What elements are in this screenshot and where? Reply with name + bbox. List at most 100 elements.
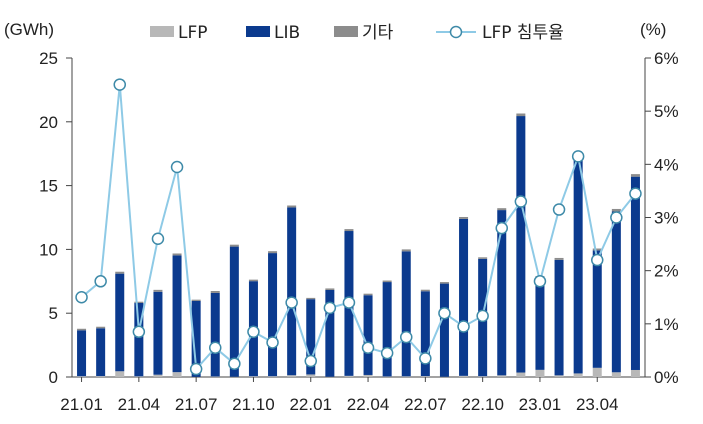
bar-segment-lib xyxy=(115,273,125,372)
bar-segment-other xyxy=(229,244,239,247)
left-tick-label: 10 xyxy=(39,240,58,259)
bar-segment-lfp xyxy=(172,372,182,377)
bar-segment-other xyxy=(439,282,449,284)
bar-segment-lfp xyxy=(554,375,564,377)
penetration-point xyxy=(591,253,604,267)
bar-segment-other xyxy=(172,253,182,256)
left-tick-label: 15 xyxy=(39,177,58,196)
bar-segment-lfp xyxy=(115,371,125,377)
bar-segment-other xyxy=(363,293,373,296)
penetration-point xyxy=(495,221,508,235)
bar-segment-other xyxy=(191,299,201,301)
bar-segment-lib xyxy=(287,207,297,376)
bar-segment-lfp xyxy=(592,367,602,377)
penetration-point xyxy=(419,352,432,365)
penetration-point xyxy=(400,330,413,344)
penetration-point xyxy=(304,354,317,368)
penetration-point xyxy=(266,336,279,349)
bar-segment-other xyxy=(592,248,602,251)
bar-segment-other xyxy=(554,257,564,260)
penetration-point xyxy=(151,232,165,246)
right-tick-label: 3% xyxy=(654,209,679,228)
right-tick-label: 6% xyxy=(654,49,679,68)
bar-segment-other xyxy=(134,301,144,303)
bar-segment-lib xyxy=(459,218,469,376)
x-tick-label: 22.04 xyxy=(347,395,390,414)
bar-segment-lfp xyxy=(420,376,430,377)
bar-segment-other xyxy=(611,208,621,212)
bar-segment-other xyxy=(96,326,106,329)
legend-swatch-lfp xyxy=(150,26,174,37)
bar-segment-lfp xyxy=(344,375,354,377)
bar-segment-other xyxy=(268,251,278,254)
bar-segment-lfp xyxy=(630,369,640,377)
bar-segment-lib xyxy=(592,250,602,368)
bar-segment-lfp xyxy=(611,372,621,377)
bar-segment-other xyxy=(516,113,526,117)
x-tick-label: 21.07 xyxy=(175,395,218,414)
right-axis-ticks: 0% 1% 2% 3% 4% 5% 6% xyxy=(645,49,679,387)
penetration-point xyxy=(629,187,642,200)
penetration-point xyxy=(189,362,203,376)
bar-segment-lib xyxy=(306,299,316,375)
legend-label-penetration: LFP 침투율 xyxy=(482,23,564,43)
bar-segment-lib xyxy=(611,211,621,373)
bar-segment-lfp xyxy=(516,372,526,377)
left-axis-ticks: 0 5 10 15 20 25 xyxy=(39,49,72,387)
bar-segment-lib xyxy=(363,295,373,375)
penetration-point xyxy=(457,320,470,333)
right-tick-label: 2% xyxy=(654,262,679,281)
right-tick-label: 1% xyxy=(654,315,679,334)
bar-segment-lfp xyxy=(96,376,106,377)
bar-segment-lfp xyxy=(401,376,411,377)
bars xyxy=(77,113,640,377)
penetration-point xyxy=(342,296,356,309)
x-tick-label: 22.01 xyxy=(289,395,332,414)
bar-segment-other xyxy=(77,328,87,331)
x-tick-label: 22.07 xyxy=(404,395,447,414)
legend-swatch-lib xyxy=(246,26,270,37)
bar-segment-lib xyxy=(172,255,182,373)
bar-segment-other xyxy=(210,290,220,293)
right-tick-label: 4% xyxy=(654,155,679,174)
bar-segment-other xyxy=(459,216,469,219)
bar-segment-other xyxy=(306,297,316,300)
penetration-point xyxy=(170,160,184,174)
bar-segment-lfp xyxy=(382,376,392,377)
bar-segment-other xyxy=(344,229,354,232)
legend-swatch-other xyxy=(334,26,358,37)
bar-segment-lfp xyxy=(248,376,258,377)
penetration-point xyxy=(94,275,107,288)
bar-segment-lib xyxy=(268,253,278,377)
bar-segment-lfp xyxy=(535,369,545,377)
penetration-point xyxy=(476,309,489,323)
x-tick-label: 22.10 xyxy=(461,395,504,414)
penetration-point xyxy=(552,203,566,216)
left-tick-label: 20 xyxy=(39,113,58,132)
legend-label-lib: LIB xyxy=(274,23,300,43)
bar-segment-other xyxy=(248,279,258,282)
bar-segment-lfp xyxy=(268,376,278,377)
bar-segment-lib xyxy=(554,259,564,376)
bar-segment-other xyxy=(630,174,640,177)
bar-segment-lib xyxy=(210,292,220,377)
x-tick-label: 21.04 xyxy=(118,395,161,414)
bar-segment-lfp xyxy=(363,374,373,377)
bar-segment-lfp xyxy=(459,375,469,377)
bar-segment-lfp xyxy=(478,376,488,377)
x-tick-label: 21.10 xyxy=(232,395,275,414)
bar-segment-lib xyxy=(325,289,335,377)
penetration-point xyxy=(75,291,88,304)
x-tick-label: 23.01 xyxy=(519,395,562,414)
bar-segment-lib xyxy=(382,282,392,377)
bar-segment-lib xyxy=(153,291,163,375)
penetration-line xyxy=(75,78,642,376)
penetration-point xyxy=(285,296,298,309)
bar-segment-lib xyxy=(134,302,144,377)
bar-segment-lib xyxy=(191,300,201,377)
penetration-point xyxy=(209,341,222,355)
legend-label-other: 기타 xyxy=(362,23,394,43)
penetration-point xyxy=(533,275,547,288)
bar-segment-lfp xyxy=(77,376,87,377)
